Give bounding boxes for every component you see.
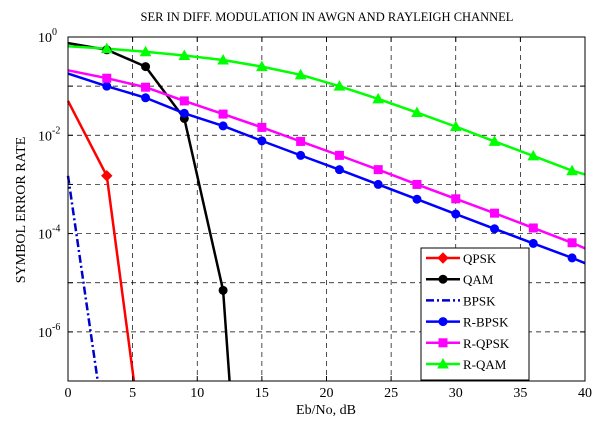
data-point-qpsk xyxy=(101,170,113,182)
x-axis-label: Eb/No, dB xyxy=(296,403,356,418)
legend-label-qam: QAM xyxy=(463,272,494,287)
data-point-r-qpsk xyxy=(334,150,344,160)
data-point-r-qpsk xyxy=(567,238,577,248)
data-point-r-qpsk xyxy=(451,194,461,204)
series-line-qam xyxy=(67,41,231,382)
x-tick-label: 25 xyxy=(384,386,398,401)
data-point-r-qpsk xyxy=(490,208,500,218)
data-point-r-qpsk xyxy=(412,179,422,189)
grid xyxy=(68,37,585,381)
legend-marker-qam xyxy=(438,274,448,284)
y-tick-label: 100 xyxy=(38,27,57,46)
x-tick-label: 5 xyxy=(129,386,136,401)
x-tick-label: 15 xyxy=(255,386,269,401)
data-point-r-qpsk xyxy=(141,82,151,92)
data-point-r-qpsk xyxy=(373,165,383,175)
data-point-r-qpsk xyxy=(296,136,306,146)
data-point-r-bpsk xyxy=(451,209,461,219)
legend-marker-r-bpsk xyxy=(438,317,448,327)
data-point-r-qam xyxy=(100,42,113,54)
x-tick-label: 35 xyxy=(513,386,527,401)
data-point-r-bpsk xyxy=(179,108,189,118)
data-point-r-bpsk xyxy=(334,165,344,175)
legend: QPSK QAM BPSK R-BPSK R-QPSK R-QAM xyxy=(420,247,530,381)
data-point-r-qam xyxy=(488,135,501,146)
legend-label-qpsk: QPSK xyxy=(463,251,497,266)
data-point-r-qam xyxy=(217,53,229,65)
data-point-r-qam xyxy=(178,49,191,61)
data-point-r-bpsk xyxy=(257,136,267,146)
data-point-r-bpsk xyxy=(373,179,383,189)
legend-box xyxy=(420,247,530,381)
data-point-r-qam xyxy=(333,80,346,91)
data-point-r-qpsk xyxy=(102,73,112,83)
x-tick-label: 0 xyxy=(65,386,72,401)
y-tick-label: 10-6 xyxy=(38,322,60,341)
data-point-r-bpsk xyxy=(567,253,577,263)
data-point-r-bpsk xyxy=(102,81,112,91)
legend-marker-r-qpsk xyxy=(438,338,448,348)
series-line-bpsk xyxy=(66,175,99,382)
x-tick-label: 30 xyxy=(449,386,463,401)
data-point-qam xyxy=(218,285,228,295)
data-point-r-qam xyxy=(411,106,423,118)
data-point-r-bpsk xyxy=(412,194,422,204)
chart-title: SER IN DIFF. MODULATION IN AWGN AND RAYL… xyxy=(141,10,514,24)
data-point-r-bpsk xyxy=(296,150,306,160)
data-point-r-qam xyxy=(527,149,540,161)
x-tick-label: 10 xyxy=(190,386,204,401)
data-point-r-qam xyxy=(294,68,307,80)
legend-marker-qpsk xyxy=(437,252,449,264)
data-point-r-bpsk xyxy=(141,93,151,103)
y-tick-label: 10-4 xyxy=(38,224,60,243)
data-point-r-qam xyxy=(256,60,268,72)
series-markers xyxy=(100,42,578,295)
data-point-r-qpsk xyxy=(218,109,228,119)
legend-label-r-qpsk: R-QPSK xyxy=(463,336,510,351)
data-point-r-qam xyxy=(372,92,385,104)
data-point-r-bpsk xyxy=(490,224,500,234)
y-axis-label: SYMBOL ERROR RATE xyxy=(14,137,29,284)
data-point-r-qam xyxy=(139,45,152,57)
legend-label-bpsk: BPSK xyxy=(463,293,496,308)
data-point-r-bpsk xyxy=(218,121,228,131)
legend-label-r-bpsk: R-BPSK xyxy=(463,315,509,330)
data-point-r-qam xyxy=(566,164,578,176)
x-tick-label: 20 xyxy=(320,386,334,401)
data-point-qam xyxy=(141,62,151,72)
data-point-r-qpsk xyxy=(179,96,189,106)
legend-marker-r-qam xyxy=(437,357,449,369)
legend-label-r-qam: R-QAM xyxy=(463,357,507,372)
data-point-r-bpsk xyxy=(528,238,538,248)
axis-ticks: 0 5 10 15 20 25 30 35 40 100 10-2 10-4 10-6 xyxy=(38,27,592,401)
data-point-r-qpsk xyxy=(528,223,538,233)
x-tick-label: 40 xyxy=(578,386,592,401)
y-tick-label: 10-2 xyxy=(38,125,60,144)
data-point-r-qpsk xyxy=(257,122,267,132)
data-point-r-qam xyxy=(449,120,462,132)
